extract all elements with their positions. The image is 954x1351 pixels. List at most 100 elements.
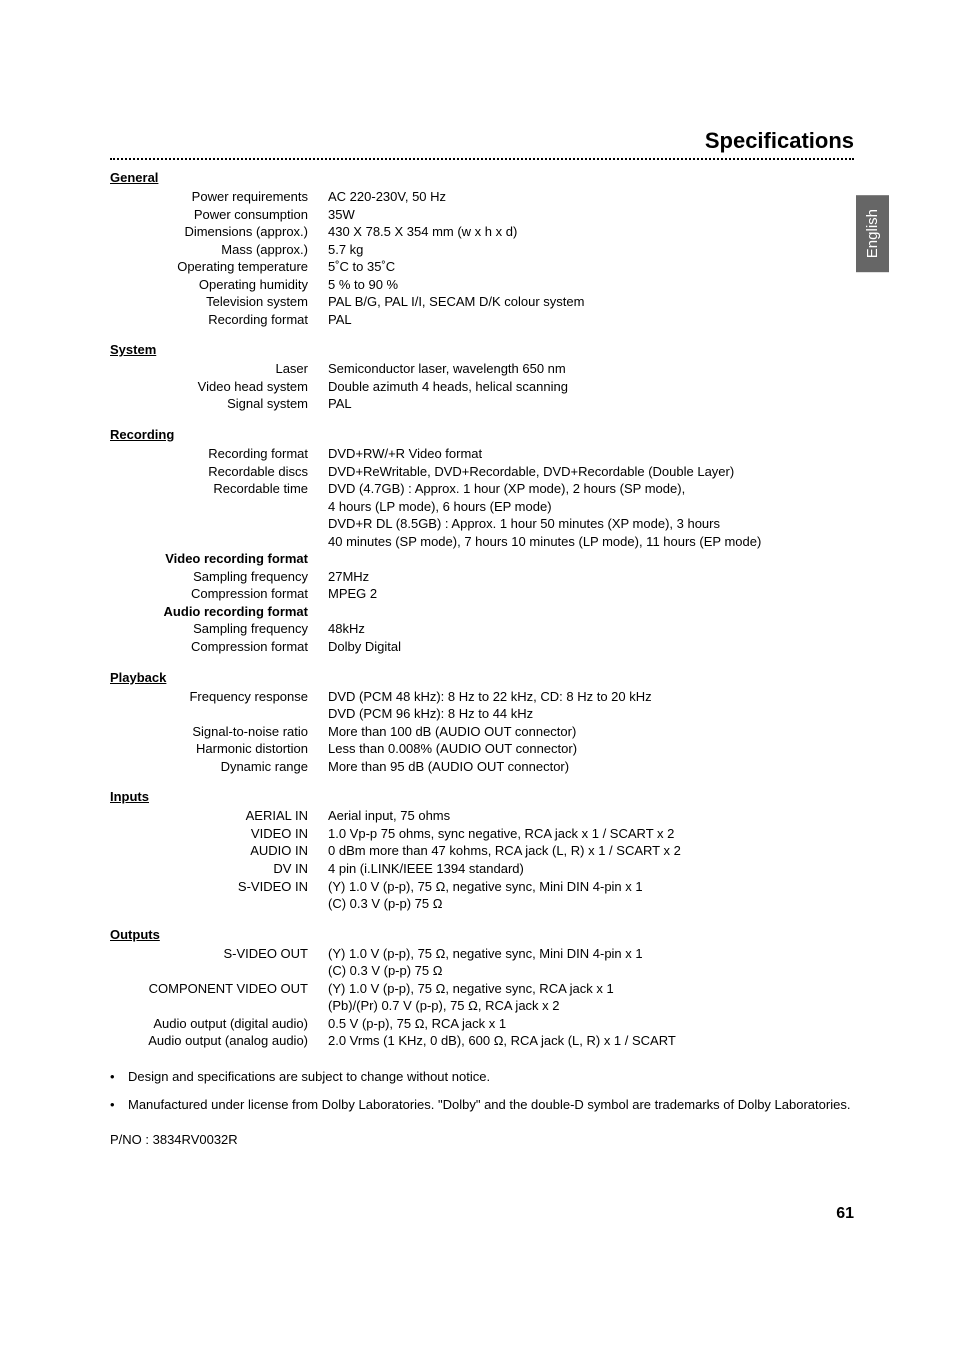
spec-content: General Power requirementsAC 220-230V, 5… [110, 170, 854, 1147]
spec-label: S-VIDEO IN [110, 878, 328, 896]
spec-row: Recordable timeDVD (4.7GB) : Approx. 1 h… [110, 480, 854, 498]
spec-label: Television system [110, 293, 328, 311]
bullet-icon: • [110, 1068, 128, 1086]
section-inputs: Inputs [110, 789, 854, 804]
title-divider [110, 158, 854, 160]
spec-label [110, 997, 328, 1015]
spec-value: 0 dBm more than 47 kohms, RCA jack (L, R… [328, 842, 854, 860]
notes-block: • Design and specifications are subject … [110, 1068, 854, 1114]
spec-row: Signal-to-noise ratioMore than 100 dB (A… [110, 723, 854, 741]
spec-row: COMPONENT VIDEO OUT(Y) 1.0 V (p-p), 75 Ω… [110, 980, 854, 998]
spec-row: Mass (approx.)5.7 kg [110, 241, 854, 259]
note-text: Design and specifications are subject to… [128, 1068, 490, 1086]
spec-row: Operating humidity5 % to 90 % [110, 276, 854, 294]
section-recording: Recording [110, 427, 854, 442]
spec-row: 40 minutes (SP mode), 7 hours 10 minutes… [110, 533, 854, 551]
spec-row: Dimensions (approx.)430 X 78.5 X 354 mm … [110, 223, 854, 241]
spec-value: More than 100 dB (AUDIO OUT connector) [328, 723, 854, 741]
spec-label: Signal-to-noise ratio [110, 723, 328, 741]
spec-label: Harmonic distortion [110, 740, 328, 758]
spec-row: Audio output (digital audio)0.5 V (p-p),… [110, 1015, 854, 1033]
spec-label: Signal system [110, 395, 328, 413]
spec-label: Recordable discs [110, 463, 328, 481]
spec-label: Recording format [110, 445, 328, 463]
spec-value: 1.0 Vp-p 75 ohms, sync negative, RCA jac… [328, 825, 854, 843]
spec-row: VIDEO IN1.0 Vp-p 75 ohms, sync negative,… [110, 825, 854, 843]
spec-label: Audio output (digital audio) [110, 1015, 328, 1033]
spec-row: Recordable discsDVD+ReWritable, DVD+Reco… [110, 463, 854, 481]
spec-row: Recording formatPAL [110, 311, 854, 329]
note-item: • Manufactured under license from Dolby … [110, 1096, 854, 1114]
spec-value: 27MHz [328, 568, 854, 586]
spec-value: Aerial input, 75 ohms [328, 807, 854, 825]
page-number: 61 [836, 1205, 854, 1223]
spec-value: Less than 0.008% (AUDIO OUT connector) [328, 740, 854, 758]
spec-label: Mass (approx.) [110, 241, 328, 259]
spec-value: (Y) 1.0 V (p-p), 75 Ω, negative sync, RC… [328, 980, 854, 998]
spec-label: Dynamic range [110, 758, 328, 776]
spec-value: Dolby Digital [328, 638, 854, 656]
spec-value: DVD (PCM 96 kHz): 8 Hz to 44 kHz [328, 705, 854, 723]
spec-value: PAL [328, 395, 854, 413]
spec-row: Recording formatDVD+RW/+R Video format [110, 445, 854, 463]
spec-value: 5 % to 90 % [328, 276, 854, 294]
spec-value: (C) 0.3 V (p-p) 75 Ω [328, 895, 854, 913]
spec-label: Recordable time [110, 480, 328, 498]
spec-value: PAL B/G, PAL I/I, SECAM D/K colour syste… [328, 293, 854, 311]
spec-label: Operating humidity [110, 276, 328, 294]
spec-row: Audio recording format [110, 603, 854, 621]
spec-row: Video head systemDouble azimuth 4 heads,… [110, 378, 854, 396]
spec-value: Double azimuth 4 heads, helical scanning [328, 378, 854, 396]
spec-value: 0.5 V (p-p), 75 Ω, RCA jack x 1 [328, 1015, 854, 1033]
spec-label [110, 498, 328, 516]
spec-row: 4 hours (LP mode), 6 hours (EP mode) [110, 498, 854, 516]
spec-value [328, 603, 854, 621]
spec-value: (Pb)/(Pr) 0.7 V (p-p), 75 Ω, RCA jack x … [328, 997, 854, 1015]
spec-label: Audio output (analog audio) [110, 1032, 328, 1050]
spec-label: Video head system [110, 378, 328, 396]
spec-value: 40 minutes (SP mode), 7 hours 10 minutes… [328, 533, 854, 551]
section-general: General [110, 170, 854, 185]
spec-value: 4 pin (i.LINK/IEEE 1394 standard) [328, 860, 854, 878]
part-number: P/NO : 3834RV0032R [110, 1132, 854, 1147]
spec-label: Frequency response [110, 688, 328, 706]
spec-value: More than 95 dB (AUDIO OUT connector) [328, 758, 854, 776]
spec-value: 4 hours (LP mode), 6 hours (EP mode) [328, 498, 854, 516]
spec-label: Power consumption [110, 206, 328, 224]
spec-label: Audio recording format [110, 603, 328, 621]
spec-value: PAL [328, 311, 854, 329]
spec-value: AC 220-230V, 50 Hz [328, 188, 854, 206]
spec-row: Signal systemPAL [110, 395, 854, 413]
spec-value: DVD+RW/+R Video format [328, 445, 854, 463]
spec-row: Power consumption35W [110, 206, 854, 224]
section-outputs: Outputs [110, 927, 854, 942]
spec-row: Compression formatDolby Digital [110, 638, 854, 656]
section-playback: Playback [110, 670, 854, 685]
section-system: System [110, 342, 854, 357]
spec-row: Sampling frequency27MHz [110, 568, 854, 586]
spec-label: Video recording format [110, 550, 328, 568]
spec-row: Sampling frequency48kHz [110, 620, 854, 638]
spec-row: LaserSemiconductor laser, wavelength 650… [110, 360, 854, 378]
spec-label: VIDEO IN [110, 825, 328, 843]
spec-value: DVD+ReWritable, DVD+Recordable, DVD+Reco… [328, 463, 854, 481]
spec-label: COMPONENT VIDEO OUT [110, 980, 328, 998]
spec-row: Video recording format [110, 550, 854, 568]
spec-row: Power requirementsAC 220-230V, 50 Hz [110, 188, 854, 206]
spec-label: DV IN [110, 860, 328, 878]
spec-row: S-VIDEO IN(Y) 1.0 V (p-p), 75 Ω, negativ… [110, 878, 854, 896]
language-tab: English [856, 195, 889, 272]
spec-label: Power requirements [110, 188, 328, 206]
spec-label [110, 962, 328, 980]
spec-value: MPEG 2 [328, 585, 854, 603]
spec-value: DVD+R DL (8.5GB) : Approx. 1 hour 50 min… [328, 515, 854, 533]
spec-value: Semiconductor laser, wavelength 650 nm [328, 360, 854, 378]
spec-label: AUDIO IN [110, 842, 328, 860]
spec-value: 430 X 78.5 X 354 mm (w x h x d) [328, 223, 854, 241]
spec-label [110, 533, 328, 551]
spec-label [110, 705, 328, 723]
spec-value: 5.7 kg [328, 241, 854, 259]
spec-row: Frequency responseDVD (PCM 48 kHz): 8 Hz… [110, 688, 854, 706]
spec-value: 5˚C to 35˚C [328, 258, 854, 276]
bullet-icon: • [110, 1096, 128, 1114]
